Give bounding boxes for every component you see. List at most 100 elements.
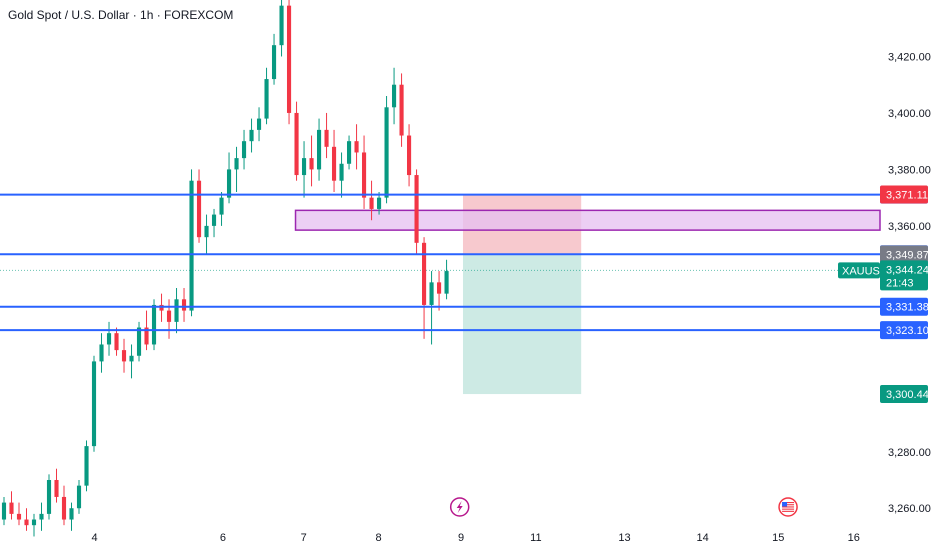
symbol-tag-bg [838,262,880,279]
x-axis-tick-label: 4 [92,532,98,544]
x-axis-tick-label: 11 [530,532,541,544]
price-tags-layer: 3,371.083,349.973,331.383,323.103,371.11… [838,185,929,404]
candle-body [414,175,419,243]
current-price-tag-bg [880,260,928,291]
candle-body [249,129,254,142]
x-axis-tick-label: 15 [772,532,784,544]
candle-body [204,225,209,238]
candle [166,299,172,339]
flag-stripe [782,510,795,512]
candle [384,96,389,204]
candle-body [54,480,59,497]
candle-body [309,158,314,170]
candle [39,502,44,531]
chart-title: Gold Spot / U.S. Dollar · 1h · FOREXCOM [8,8,234,22]
candle-body [271,45,277,80]
candle-body [121,350,127,362]
candle [406,124,412,187]
candle [414,169,419,255]
candle-body [24,519,29,526]
candle [361,135,367,209]
price-tag-text: 3,371.11 [886,190,928,202]
y-axis-tick-label: 3,360.00 [888,221,931,233]
candle-body [144,327,149,345]
level-price-tag-bg [880,321,928,340]
candle [24,508,29,531]
candle-body [76,485,82,509]
candle-body [226,169,232,198]
lightning-event-icon[interactable] [449,497,470,517]
candle [99,333,104,373]
candle-body [9,502,14,514]
candle-body [129,355,134,362]
candle-body [422,242,427,305]
y-axis-tick-label: 3,400.00 [888,108,931,120]
candle-body [369,197,374,209]
levels-layer [0,193,880,332]
level-price-tag-bg [880,297,928,316]
candle-body [196,180,202,238]
candle [271,33,277,85]
candle [226,152,232,204]
us-flag-event-icon[interactable] [778,497,798,517]
candle [211,208,217,238]
y-axis-tick-label: 3,420.00 [888,51,931,63]
candle-body [429,282,434,305]
flag-stripe [782,504,795,506]
level-price-tag-text: 3,323.10 [886,325,929,337]
candle-body [16,513,22,520]
level-price-tag: 3,323.10 [880,321,929,340]
candle-body [256,118,262,130]
price-tag: 3,300.44 [880,385,929,404]
candle [346,135,352,170]
candle-body [136,327,142,356]
candle [196,169,202,243]
candle [181,288,187,322]
x-axis-tick-label: 7 [301,532,307,544]
candle [114,327,119,356]
candle [54,468,59,503]
candle [234,146,239,192]
resistance-range-box[interactable] [294,209,881,231]
candle-body [69,508,74,520]
candle [294,101,299,181]
candle-body [384,107,389,198]
candle [264,67,269,125]
x-axis-tick-label: 13 [618,532,630,544]
candle-body [166,310,172,322]
price-tag-bg [880,245,928,264]
candle [354,124,359,170]
candle [309,135,314,187]
candle [316,118,322,181]
candle-body [151,304,157,345]
price-tag: 3,349.87 [880,245,929,264]
candle-body [241,141,247,159]
candle [391,67,397,125]
zones-layer [294,194,881,395]
symbol-tag-text: XAUUSD [842,265,888,277]
candle [31,513,37,537]
candle-body [181,299,187,311]
y-axis-tick-label: 3,260.00 [888,503,931,515]
y-axis-tick-label: 3,280.00 [888,447,931,459]
candle [444,259,449,300]
x-axis-tick-label: 6 [220,532,226,544]
candle-body [91,361,97,447]
candle [159,293,164,322]
candle-body [376,197,382,209]
candle [241,129,247,170]
candle-body [346,141,352,164]
candle-body [279,5,284,46]
price-tag: 3,371.11 [880,185,928,204]
candle-body [339,163,344,181]
candle [204,214,209,255]
candle [324,112,329,159]
candle [84,440,89,492]
candle-body [316,129,322,170]
current-price-text: 3,344.24 [886,264,929,276]
price-tag-text: 3,300.44 [886,389,929,401]
candle [106,321,112,356]
candle-body [286,5,292,113]
candle [437,271,442,311]
